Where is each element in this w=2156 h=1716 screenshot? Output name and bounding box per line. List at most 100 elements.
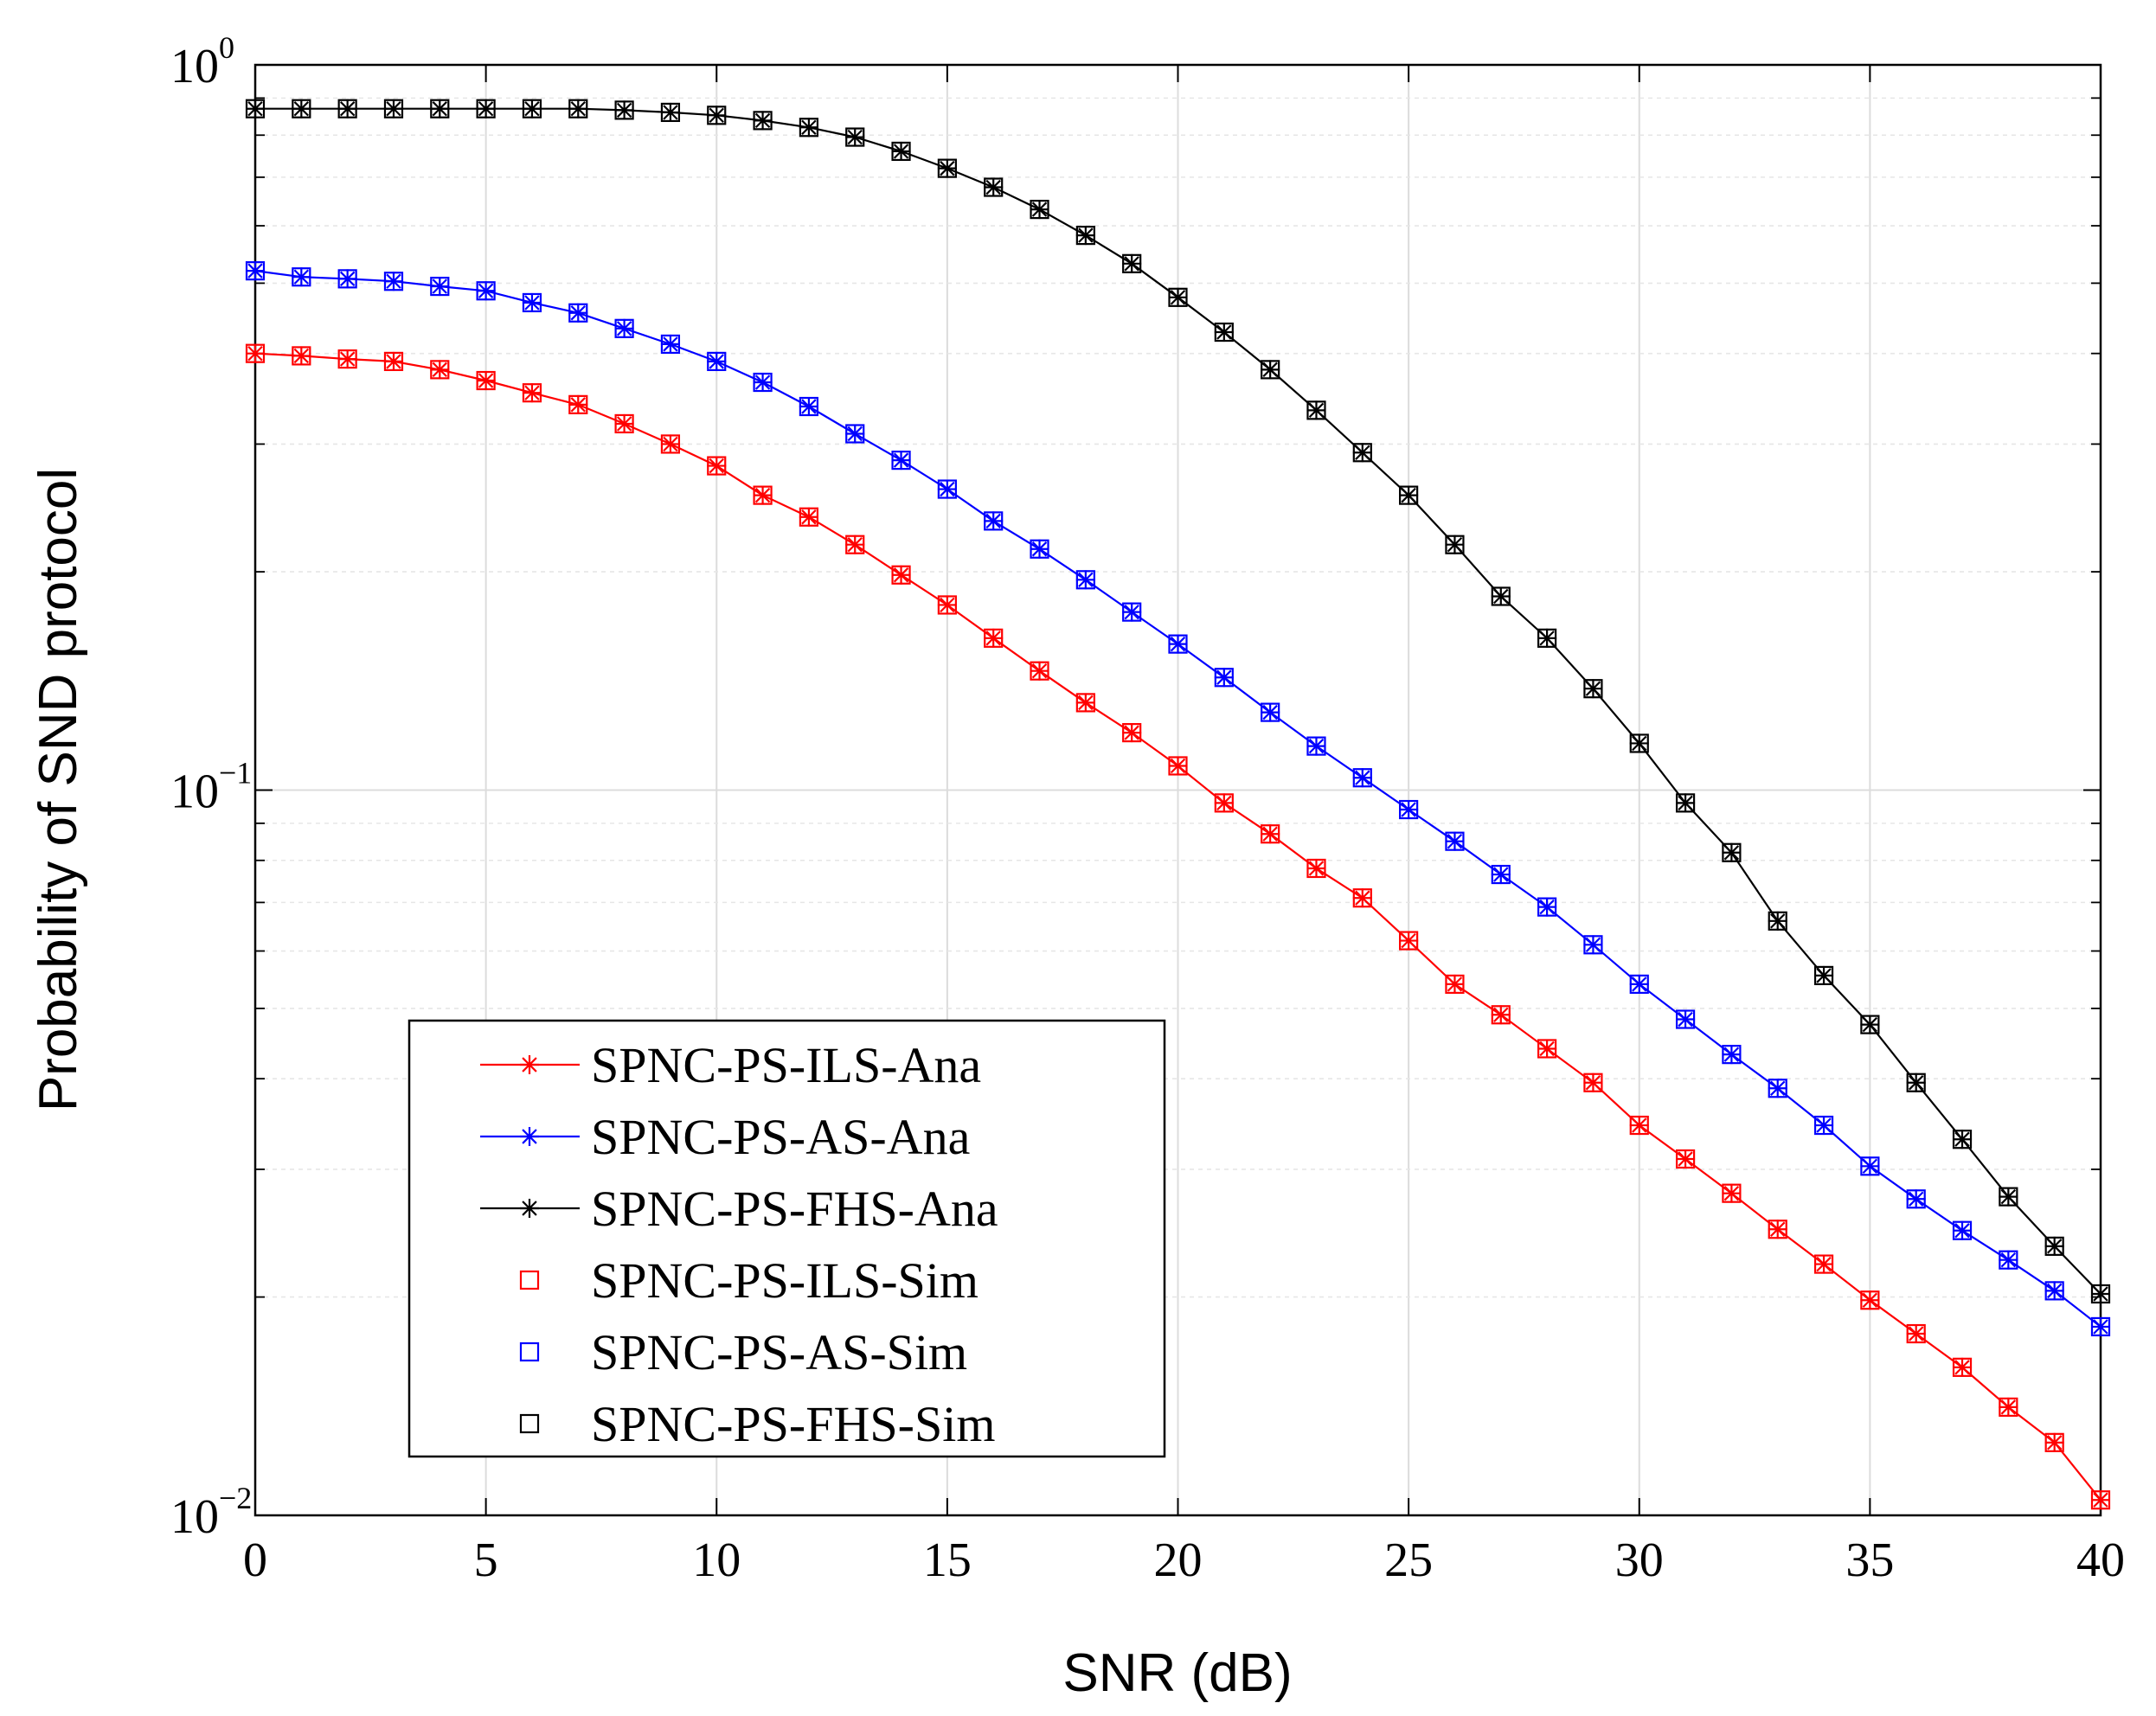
series-spnc-ps-ils-ana <box>246 343 2110 1510</box>
data-point-spnc-ps-fhs-sim <box>1168 287 1188 307</box>
data-point-spnc-ps-as-sim <box>1214 668 1234 688</box>
x-tick-label: 40 <box>2076 1534 2125 1587</box>
data-point-spnc-ps-fhs-ana <box>246 99 265 118</box>
data-point-spnc-ps-fhs-sim <box>1306 400 1326 420</box>
data-point-spnc-ps-ils-sim <box>891 565 911 585</box>
data-point-spnc-ps-as-sim <box>1722 1045 1742 1065</box>
data-point-spnc-ps-fhs-ana <box>984 177 1004 197</box>
y-tick-exponent: −1 <box>219 756 252 791</box>
data-point-spnc-ps-ils-ana <box>1629 1116 1649 1136</box>
data-point-spnc-ps-as-sim <box>707 351 727 371</box>
data-point-spnc-ps-ils-sim <box>1030 661 1049 681</box>
data-point-spnc-ps-as-sim <box>2044 1281 2064 1301</box>
x-axis-title: SNR (dB) <box>1062 1643 1292 1703</box>
data-point-spnc-ps-fhs-sim <box>1813 965 1834 986</box>
data-point-spnc-ps-ils-sim <box>1122 723 1142 743</box>
data-point-spnc-ps-fhs-sim <box>1261 360 1280 380</box>
data-point-spnc-ps-ils-sim <box>984 628 1004 648</box>
data-point-spnc-ps-ils-ana <box>476 371 496 391</box>
data-point-spnc-ps-as-ana <box>1906 1189 1926 1209</box>
data-point-spnc-ps-as-ana <box>1999 1250 2018 1270</box>
data-point-spnc-ps-as-ana <box>984 511 1004 531</box>
data-point-spnc-ps-fhs-sim <box>1675 793 1696 813</box>
data-point-spnc-ps-fhs-sim <box>799 118 819 138</box>
data-point-spnc-ps-fhs-ana <box>1122 253 1142 273</box>
data-point-spnc-ps-as-sim <box>1583 935 1603 955</box>
data-point-spnc-ps-fhs-sim <box>1214 322 1234 343</box>
data-point-spnc-ps-fhs-sim <box>337 99 357 118</box>
data-point-spnc-ps-as-ana <box>1491 865 1511 885</box>
data-point-spnc-ps-fhs-ana <box>707 106 727 125</box>
data-point-spnc-ps-ils-sim <box>476 370 496 391</box>
data-point-spnc-ps-ils-sim <box>1352 888 1372 908</box>
data-point-spnc-ps-fhs-sim <box>614 100 634 120</box>
data-point-spnc-ps-fhs-ana <box>1722 842 1742 862</box>
data-point-spnc-ps-as-sim <box>614 318 634 338</box>
series-spnc-ps-as-sim <box>245 261 2111 1337</box>
data-point-spnc-ps-ils-sim <box>707 456 727 476</box>
data-point-spnc-ps-ils-sim <box>1445 974 1465 994</box>
data-point-spnc-ps-as-sim <box>1030 539 1049 559</box>
x-tick-label: 20 <box>1154 1534 1203 1587</box>
data-point-spnc-ps-as-ana <box>660 334 680 354</box>
data-point-spnc-ps-ils-ana <box>1306 858 1326 878</box>
data-point-spnc-ps-ils-ana <box>1814 1254 1834 1274</box>
data-point-spnc-ps-ils-sim <box>1261 824 1280 844</box>
data-point-spnc-ps-fhs-ana <box>1537 628 1557 648</box>
data-point-spnc-ps-as-ana <box>891 451 911 471</box>
legend-item-spnc-ps-ils-sim: SPNC-PS-ILS-Sim <box>519 1252 979 1309</box>
data-point-spnc-ps-fhs-sim <box>476 99 496 118</box>
data-point-spnc-ps-ils-ana <box>1352 888 1372 908</box>
data-point-spnc-ps-ils-ana <box>383 351 403 371</box>
data-point-spnc-ps-as-ana <box>1676 1009 1696 1029</box>
data-point-spnc-ps-ils-sim <box>430 360 450 380</box>
y-axis-title: Probability of SND protocol <box>29 468 88 1111</box>
data-point-spnc-ps-ils-sim <box>660 434 681 454</box>
data-point-spnc-ps-as-ana <box>1030 539 1049 559</box>
data-point-spnc-ps-as-sim <box>292 267 311 287</box>
series-spnc-ps-ils-sim <box>245 343 2111 1510</box>
data-point-spnc-ps-ils-sim <box>937 595 957 615</box>
data-point-spnc-ps-as-sim <box>476 281 496 301</box>
data-point-spnc-ps-fhs-ana <box>1491 586 1511 606</box>
data-point-spnc-ps-as-sim <box>1306 736 1326 756</box>
data-point-spnc-ps-as-sim <box>2090 1316 2111 1337</box>
data-point-spnc-ps-ils-ana <box>1445 974 1465 994</box>
data-point-spnc-ps-fhs-sim <box>891 141 911 162</box>
data-point-spnc-ps-as-sim <box>1168 634 1188 654</box>
legend-label: SPNC-PS-FHS-Sim <box>591 1396 995 1452</box>
data-point-spnc-ps-as-ana <box>1261 702 1280 722</box>
data-point-spnc-ps-ils-sim <box>337 349 357 369</box>
data-point-spnc-ps-as-sim <box>1675 1009 1696 1029</box>
data-point-spnc-ps-fhs-ana <box>1999 1187 2018 1207</box>
data-point-spnc-ps-as-ana <box>753 373 773 393</box>
data-point-spnc-ps-fhs-ana <box>1030 200 1049 220</box>
data-point-spnc-ps-ils-sim <box>1075 693 1095 713</box>
y-tick-base: 10 <box>170 765 219 819</box>
data-point-spnc-ps-fhs-sim <box>383 99 404 118</box>
data-point-spnc-ps-fhs-ana <box>337 99 357 118</box>
data-point-spnc-ps-as-sim <box>1768 1079 1787 1098</box>
data-point-spnc-ps-fhs-sim <box>937 158 957 178</box>
data-point-spnc-ps-fhs-ana <box>1075 226 1095 246</box>
data-point-spnc-ps-ils-ana <box>430 360 450 380</box>
data-point-spnc-ps-as-ana <box>2091 1316 2110 1336</box>
data-point-spnc-ps-fhs-sim <box>2090 1284 2111 1304</box>
data-point-spnc-ps-ils-ana <box>292 346 311 366</box>
data-point-spnc-ps-fhs-ana <box>476 99 496 118</box>
data-point-spnc-ps-fhs-ana <box>1445 535 1465 554</box>
x-tick-label: 5 <box>474 1534 498 1587</box>
data-point-spnc-ps-as-ana <box>937 479 957 499</box>
data-point-spnc-ps-fhs-sim <box>1906 1072 1926 1092</box>
data-point-spnc-ps-ils-sim <box>1214 793 1234 813</box>
data-point-spnc-ps-fhs-ana <box>845 127 865 147</box>
data-point-spnc-ps-ils-ana <box>246 343 265 363</box>
legend-item-spnc-ps-as-sim: SPNC-PS-AS-Sim <box>519 1324 967 1380</box>
data-point-spnc-ps-ils-ana <box>1999 1397 2018 1417</box>
data-point-spnc-ps-ils-ana <box>337 349 357 369</box>
y-tick-exponent: −2 <box>219 1481 252 1515</box>
data-point-spnc-ps-as-ana <box>1953 1220 1973 1240</box>
data-point-spnc-ps-ils-ana <box>1768 1220 1787 1239</box>
data-point-spnc-ps-fhs-ana <box>660 102 680 122</box>
data-point-spnc-ps-fhs-ana <box>799 118 818 138</box>
